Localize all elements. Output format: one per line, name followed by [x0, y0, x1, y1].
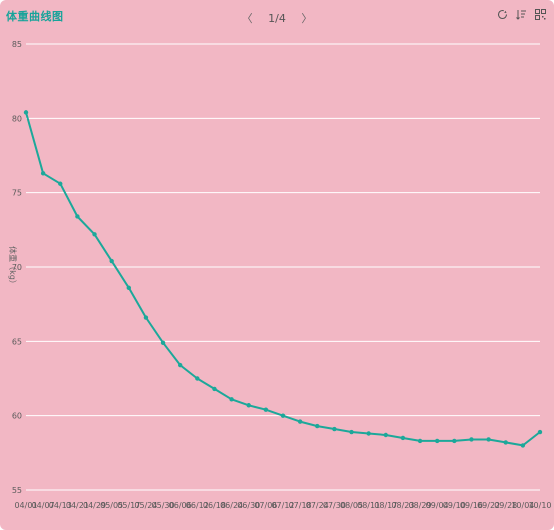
data-point[interactable]	[520, 443, 526, 448]
x-tick-label: 06/12	[186, 501, 209, 510]
data-point[interactable]	[366, 431, 371, 436]
x-tick-label: 10/10	[528, 501, 551, 510]
x-tick-label: 07/30	[323, 501, 346, 510]
sort-icon[interactable]	[516, 9, 527, 20]
x-tick-label: 05/17	[117, 501, 140, 510]
data-point[interactable]	[75, 214, 80, 219]
data-point[interactable]	[92, 232, 97, 237]
x-tick-label: 06/30	[237, 501, 260, 510]
y-tick-label: 60	[12, 412, 22, 421]
x-tick-label: 06/06	[169, 501, 192, 510]
data-point[interactable]	[400, 435, 406, 441]
page-indicator: 1/4	[268, 12, 286, 25]
x-tick-label: 05/24	[134, 501, 157, 510]
data-point[interactable]	[349, 429, 354, 435]
y-tick-label: 80	[12, 114, 22, 123]
x-tick-label: 04/21	[66, 501, 89, 510]
x-tick-label: 08/29	[409, 501, 432, 510]
data-point[interactable]	[58, 181, 63, 186]
data-point[interactable]	[435, 438, 440, 444]
data-point[interactable]	[452, 438, 457, 444]
x-tick-label: 04/13	[49, 501, 72, 510]
data-point[interactable]	[537, 429, 543, 435]
x-tick-label: 05/05	[100, 501, 123, 510]
chart-title: 体重曲线图	[6, 10, 64, 23]
prev-page-button[interactable]: 〈	[241, 12, 253, 25]
x-tick-label: 04/29	[83, 501, 106, 510]
data-point[interactable]	[212, 386, 217, 392]
x-tick-label: 04/07	[32, 501, 55, 510]
data-point[interactable]	[332, 426, 337, 432]
data-point[interactable]	[178, 362, 183, 368]
next-page-button[interactable]: 〉	[301, 12, 313, 25]
data-point[interactable]	[23, 110, 29, 115]
x-tick-label: 05/30	[152, 501, 175, 510]
qrcode-icon[interactable]	[535, 9, 546, 20]
y-tick-label: 70	[12, 263, 22, 272]
y-axis-label: 体重（kg）	[8, 246, 18, 288]
data-point[interactable]	[246, 403, 251, 408]
x-tick-label: 09/16	[460, 501, 483, 510]
data-point[interactable]	[126, 285, 131, 291]
x-tick-label: 08/17	[374, 501, 397, 510]
x-tick-label: 08/05	[340, 501, 363, 510]
refresh-icon[interactable]	[497, 9, 508, 20]
x-tick-label: 09/04	[426, 501, 449, 510]
x-tick-label: 10/04	[511, 501, 534, 510]
x-tick-label: 08/11	[357, 501, 380, 510]
data-point[interactable]	[229, 397, 234, 402]
data-point[interactable]	[315, 423, 320, 429]
data-point[interactable]	[195, 376, 200, 381]
data-point[interactable]	[109, 258, 114, 264]
data-point[interactable]	[280, 413, 286, 418]
x-tick-label: 09/22	[477, 501, 500, 510]
x-tick-label: 09/28	[494, 501, 517, 510]
x-tick-label: 06/18	[203, 501, 226, 510]
data-point[interactable]	[143, 315, 149, 320]
data-point[interactable]	[503, 440, 508, 445]
x-tick-label: 06/24	[220, 501, 243, 510]
y-tick-label: 65	[12, 337, 22, 346]
x-tick-label: 09/10	[443, 501, 466, 510]
data-point[interactable]	[469, 437, 474, 442]
weight-series-line	[25, 112, 541, 447]
pager: 〈 1/4 〉	[0, 10, 554, 26]
x-tick-label: 08/23	[391, 501, 414, 510]
data-point[interactable]	[297, 419, 303, 424]
x-tick-label: 07/18	[289, 501, 312, 510]
data-point[interactable]	[40, 171, 46, 176]
x-tick-label: 04/01	[14, 501, 37, 510]
x-tick-label: 07/06	[254, 501, 277, 510]
toolbar	[497, 9, 546, 20]
data-point[interactable]	[383, 432, 388, 438]
x-tick-label: 07/12	[271, 501, 294, 510]
y-tick-label: 75	[12, 189, 22, 198]
x-tick-label: 07/24	[306, 501, 329, 510]
data-point[interactable]	[263, 407, 269, 412]
y-tick-label: 55	[12, 486, 22, 495]
data-point[interactable]	[417, 438, 423, 444]
data-point[interactable]	[486, 437, 491, 442]
y-tick-label: 85	[12, 40, 22, 49]
data-point[interactable]	[160, 340, 166, 346]
